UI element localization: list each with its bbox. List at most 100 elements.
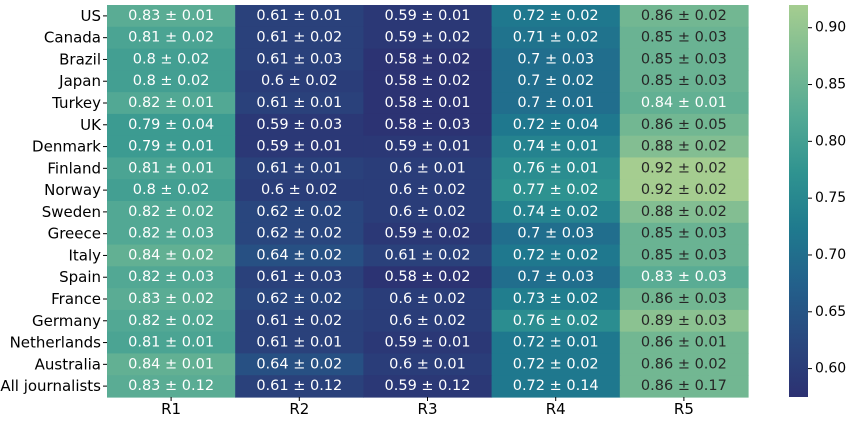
cell-label: 0.62 ± 0.02: [256, 291, 342, 307]
cell-label: 0.83 ± 0.03: [641, 269, 727, 285]
heatmap-cell: [619, 309, 749, 333]
cell-label: 0.6 ± 0.02: [389, 204, 466, 220]
heatmap-cell: [619, 288, 749, 311]
heatmap-cell: [491, 135, 621, 159]
heatmap-cell: [619, 201, 749, 224]
cell-label: 0.84 ± 0.02: [128, 247, 214, 263]
y-tick-label: Japan: [58, 72, 101, 90]
cell-label: 0.76 ± 0.01: [513, 160, 599, 176]
cell-label: 0.59 ± 0.01: [385, 139, 471, 155]
cell-label: 0.61 ± 0.01: [256, 95, 342, 111]
heatmap-cell: [491, 375, 621, 398]
cell-label: 0.92 ± 0.02: [641, 182, 727, 198]
cell-label: 0.88 ± 0.02: [641, 204, 727, 220]
cell-label: 0.58 ± 0.02: [385, 269, 471, 285]
heatmap-cell: [619, 222, 749, 246]
cell-label: 0.77 ± 0.02: [513, 182, 599, 198]
colorbar-tick-label: 0.60: [815, 361, 846, 377]
heatmap-cell: [107, 26, 236, 50]
heatmap-cell: [107, 222, 236, 246]
heatmap-cell: [235, 113, 364, 137]
cell-label: 0.6 ± 0.02: [261, 182, 338, 198]
heatmap-cells: [107, 5, 749, 398]
cell-label: 0.6 ± 0.02: [261, 73, 338, 89]
cell-label: 0.74 ± 0.02: [513, 204, 599, 220]
y-tick-label: Spain: [59, 268, 101, 286]
cell-label: 0.6 ± 0.01: [389, 160, 466, 176]
heatmap-cell: [363, 179, 493, 202]
heatmap-cell: [107, 5, 236, 28]
heatmap-cell: [619, 331, 749, 355]
cell-label: 0.6 ± 0.01: [389, 356, 466, 372]
heatmap-cell: [235, 331, 364, 355]
heatmap-cell: [619, 353, 749, 376]
cell-label: 0.7 ± 0.02: [517, 73, 594, 89]
cell-label: 0.62 ± 0.02: [256, 204, 342, 220]
heatmap-cell: [619, 92, 749, 115]
y-tick-label: France: [51, 290, 101, 308]
y-axis: US Canada Brazil Japan Turkey UK Denmark Finlan…: [0, 7, 107, 395]
heatmap-cell: [491, 92, 621, 115]
cell-label: 0.85 ± 0.03: [641, 247, 727, 263]
cell-label: 0.92 ± 0.02: [641, 160, 727, 176]
cell-label: 0.7 ± 0.03: [517, 226, 594, 242]
cell-label: 0.59 ± 0.02: [385, 226, 471, 242]
heatmap-cell: [235, 48, 364, 71]
cell-label: 0.82 ± 0.02: [128, 204, 214, 220]
cell-label: 0.8 ± 0.02: [133, 73, 210, 89]
y-tick-label: Germany: [32, 312, 101, 330]
heatmap-cell: [107, 92, 236, 115]
cell-label: 0.59 ± 0.01: [256, 139, 342, 155]
heatmap-cell: [491, 48, 621, 71]
cell-label: 0.83 ± 0.01: [128, 8, 214, 24]
heatmap-cell: [363, 201, 493, 224]
y-tick-label: Netherlands: [10, 334, 102, 352]
y-tick-label: Brazil: [59, 50, 101, 68]
y-tick-label: Sweden: [42, 203, 101, 221]
cell-label: 0.74 ± 0.01: [513, 139, 599, 155]
heatmap-cell: [235, 244, 364, 267]
cell-label: 0.72 ± 0.02: [513, 247, 599, 263]
heatmap-cell: [491, 353, 621, 376]
heatmap-cell: [619, 26, 749, 50]
colorbar-tick-label: 0.80: [815, 133, 846, 149]
colorbar-tick-label: 0.85: [815, 77, 846, 93]
heatmap-cell: [235, 201, 364, 224]
heatmap-cell: [491, 179, 621, 202]
colorbar: 0.60 0.65 0.70 0.75 0.80 0.85 0.90: [789, 5, 846, 397]
heatmap-cell: [363, 375, 493, 398]
y-tick-label: Turkey: [51, 94, 101, 112]
heatmap-cell: [619, 70, 749, 93]
cell-label: 0.58 ± 0.02: [385, 51, 471, 67]
cell-label: 0.64 ± 0.02: [256, 356, 342, 372]
cell-label: 0.84 ± 0.01: [128, 356, 214, 372]
cell-label: 0.81 ± 0.01: [128, 335, 214, 351]
heatmap-cell: [363, 48, 493, 71]
cell-label: 0.61 ± 0.03: [256, 269, 342, 285]
heatmap-cell: [619, 375, 749, 398]
cell-label: 0.6 ± 0.02: [389, 291, 466, 307]
cell-label: 0.86 ± 0.02: [641, 8, 727, 24]
cell-label: 0.82 ± 0.01: [128, 95, 214, 111]
cell-label: 0.72 ± 0.04: [513, 117, 599, 133]
cell-label: 0.61 ± 0.01: [256, 335, 342, 351]
heatmap-cell: [107, 244, 236, 267]
heatmap-cell: [107, 113, 236, 137]
cell-label: 0.62 ± 0.02: [256, 226, 342, 242]
cell-label: 0.85 ± 0.03: [641, 51, 727, 67]
heatmap-cell: [235, 26, 364, 50]
cell-label: 0.64 ± 0.02: [256, 247, 342, 263]
cell-label: 0.72 ± 0.14: [513, 378, 599, 394]
heatmap-cell: [363, 26, 493, 50]
cell-label: 0.58 ± 0.01: [385, 95, 471, 111]
y-tick-label: Denmark: [32, 138, 101, 156]
heatmap-cell: [363, 113, 493, 137]
cell-label: 0.7 ± 0.03: [517, 51, 594, 67]
heatmap-cell: [107, 157, 236, 180]
cell-label: 0.81 ± 0.01: [128, 160, 214, 176]
heatmap-cell: [235, 5, 364, 28]
y-tick-label: Canada: [44, 29, 101, 47]
cell-label: 0.6 ± 0.02: [389, 313, 466, 329]
